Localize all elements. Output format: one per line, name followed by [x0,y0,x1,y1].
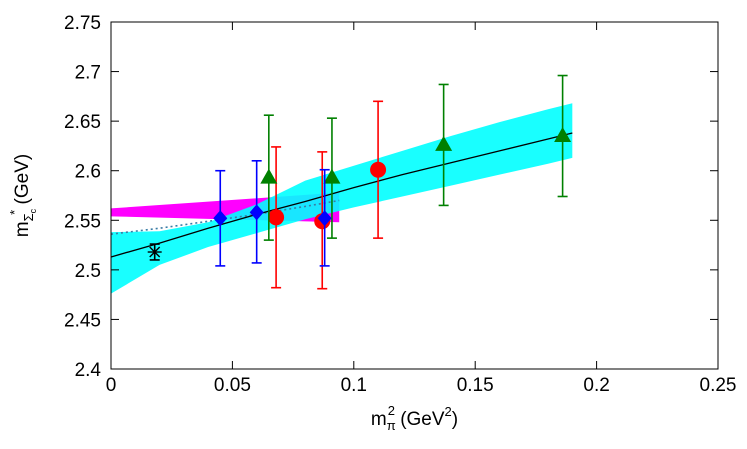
triangle-point-3 [435,83,453,207]
y-tick-label: 2.55 [64,211,101,232]
x-tick-label: 0.15 [457,375,494,396]
data-points [147,74,572,290]
triangle-point-2 [323,117,341,239]
star-point-1 [147,243,162,261]
triangle-marker [323,168,341,184]
y-tick-label: 2.7 [75,63,101,84]
diamond-point-2 [249,160,264,264]
triangle-point-1 [260,114,278,241]
fit-lines [110,132,573,258]
axis-ticks: 0 0.05 0.1 0.15 0.2 0.25 2.4 2.45 2.5 2.55 2.6 2.65… [64,13,736,396]
x-axis-title: mπ2 (GeV2) [371,403,458,433]
triangle-marker [435,135,453,151]
circle-marker [268,209,285,226]
x-tick-label: 0.05 [214,375,251,396]
x-tick-label: 0.1 [341,375,367,396]
diamond-marker [213,210,228,227]
y-tick-label: 2.75 [64,13,101,34]
y-tick-label: 2.6 [75,162,101,183]
error-band-2 [111,103,573,294]
triangle-marker [554,127,572,143]
y-tick-label: 2.4 [75,360,102,381]
solid-fit-line [110,132,573,258]
triangle-point-4 [554,74,572,198]
y-tick-label: 2.65 [64,112,101,133]
plot-frame [110,21,719,370]
triangle-marker [260,168,278,184]
x-tick-label: 0.2 [583,375,609,396]
diamond-marker [249,204,264,221]
diamond-marker [317,210,332,227]
y-axis-title: mΣc* (GeV) [7,154,38,237]
circle-marker [370,161,387,178]
y-tick-label: 2.5 [75,261,101,282]
circle-point-3 [370,100,387,239]
diamond-point-3 [317,168,332,267]
star-stroke [149,246,161,258]
x-tick-label: 0.25 [700,375,737,396]
uncertainty-bands [111,103,573,294]
x-tick-label: 0 [106,375,117,396]
y-tick-label: 2.45 [64,310,101,331]
circle-point-1 [268,146,285,289]
dotted-fit-line [110,199,340,235]
diamond-point-1 [213,169,228,267]
